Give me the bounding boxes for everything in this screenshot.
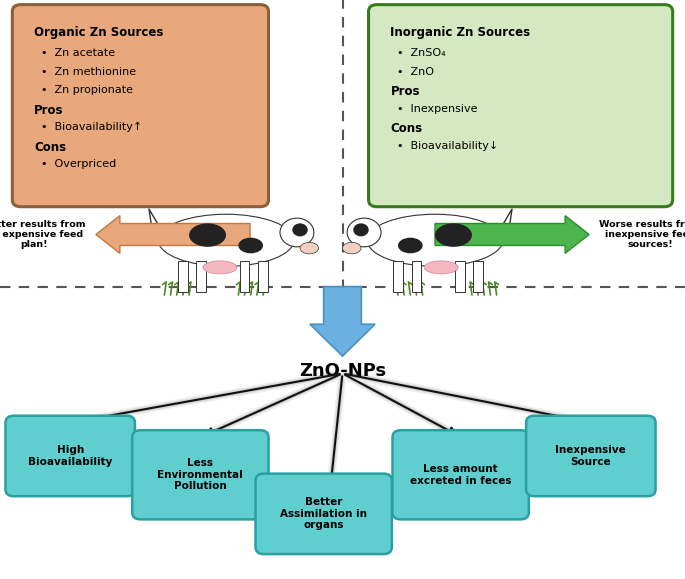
Ellipse shape [342, 243, 361, 254]
Ellipse shape [203, 261, 237, 274]
Bar [258, 261, 268, 292]
Bar [393, 261, 403, 292]
FancyBboxPatch shape [5, 416, 135, 496]
Ellipse shape [280, 218, 314, 247]
Text: Cons: Cons [390, 122, 423, 135]
Ellipse shape [292, 223, 308, 236]
Text: Better results from
an expensive feed
plan!: Better results from an expensive feed pl… [0, 219, 86, 250]
Text: High
Bioavailability: High Bioavailability [28, 445, 112, 467]
Ellipse shape [353, 223, 369, 236]
Text: •  Zn propionate: • Zn propionate [41, 85, 133, 95]
Text: ZnO-NPs: ZnO-NPs [299, 362, 386, 380]
Text: Worse results from
inexpensive feed
sources!: Worse results from inexpensive feed sour… [599, 219, 685, 250]
Ellipse shape [424, 261, 458, 274]
Text: •  Zn methionine: • Zn methionine [41, 67, 136, 76]
FancyBboxPatch shape [369, 5, 673, 207]
Ellipse shape [300, 243, 319, 254]
Ellipse shape [367, 214, 503, 266]
Text: •  Bioavailability↓: • Bioavailability↓ [397, 141, 499, 151]
Text: Pros: Pros [390, 85, 420, 98]
Text: Less amount
excreted in feces: Less amount excreted in feces [410, 464, 512, 486]
Text: •  ZnSO₄: • ZnSO₄ [397, 48, 446, 58]
Ellipse shape [238, 238, 263, 254]
Bar [412, 261, 421, 292]
FancyBboxPatch shape [256, 474, 392, 554]
Bar [197, 261, 206, 292]
Bar [455, 261, 464, 292]
Ellipse shape [189, 223, 226, 247]
Text: Inexpensive
Source: Inexpensive Source [556, 445, 626, 467]
Ellipse shape [158, 214, 294, 266]
FancyBboxPatch shape [132, 430, 269, 519]
Text: Organic Zn Sources: Organic Zn Sources [34, 26, 164, 39]
Text: Pros: Pros [34, 104, 64, 116]
FancyArrow shape [310, 287, 375, 356]
Text: Better
Assimilation in
organs: Better Assimilation in organs [280, 497, 367, 530]
Text: •  Inexpensive: • Inexpensive [397, 104, 478, 113]
Bar [473, 261, 483, 292]
Text: •  Zn acetate: • Zn acetate [41, 48, 115, 58]
Text: Cons: Cons [34, 141, 66, 153]
Ellipse shape [347, 218, 381, 247]
FancyArrow shape [96, 216, 250, 254]
FancyArrow shape [435, 216, 589, 254]
Ellipse shape [435, 223, 472, 247]
Bar [178, 261, 188, 292]
Text: Inorganic Zn Sources: Inorganic Zn Sources [390, 26, 531, 39]
FancyBboxPatch shape [12, 5, 269, 207]
Text: Less
Environmental
Pollution: Less Environmental Pollution [158, 458, 243, 492]
Ellipse shape [398, 238, 423, 254]
FancyBboxPatch shape [526, 416, 656, 496]
Text: •  ZnO: • ZnO [397, 67, 434, 76]
Text: •  Overpriced: • Overpriced [41, 159, 116, 169]
Bar [240, 261, 249, 292]
Text: •  Bioavailability↑: • Bioavailability↑ [41, 122, 142, 132]
FancyBboxPatch shape [393, 430, 529, 519]
